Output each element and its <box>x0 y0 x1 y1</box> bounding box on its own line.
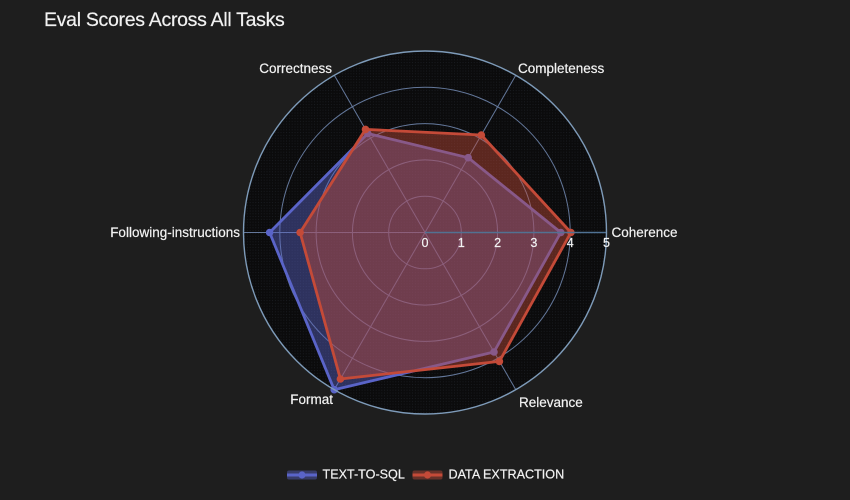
svg-text:5: 5 <box>603 236 610 250</box>
svg-text:0: 0 <box>421 236 428 250</box>
svg-text:Format: Format <box>290 392 333 407</box>
svg-text:4: 4 <box>567 236 574 250</box>
svg-text:Correctness: Correctness <box>259 61 332 76</box>
svg-text:Completeness: Completeness <box>518 61 605 76</box>
svg-text:Coherence: Coherence <box>612 225 678 240</box>
svg-text:3: 3 <box>530 236 537 250</box>
svg-text:Eval Scores Across All Tasks: Eval Scores Across All Tasks <box>44 9 285 31</box>
svg-text:DATA EXTRACTION: DATA EXTRACTION <box>449 467 565 481</box>
svg-text:2: 2 <box>494 236 501 250</box>
svg-text:Following-instructions: Following-instructions <box>110 225 240 240</box>
svg-text:1: 1 <box>458 236 465 250</box>
svg-text:Relevance: Relevance <box>519 395 583 410</box>
svg-text:TEXT-TO-SQL: TEXT-TO-SQL <box>323 467 405 481</box>
